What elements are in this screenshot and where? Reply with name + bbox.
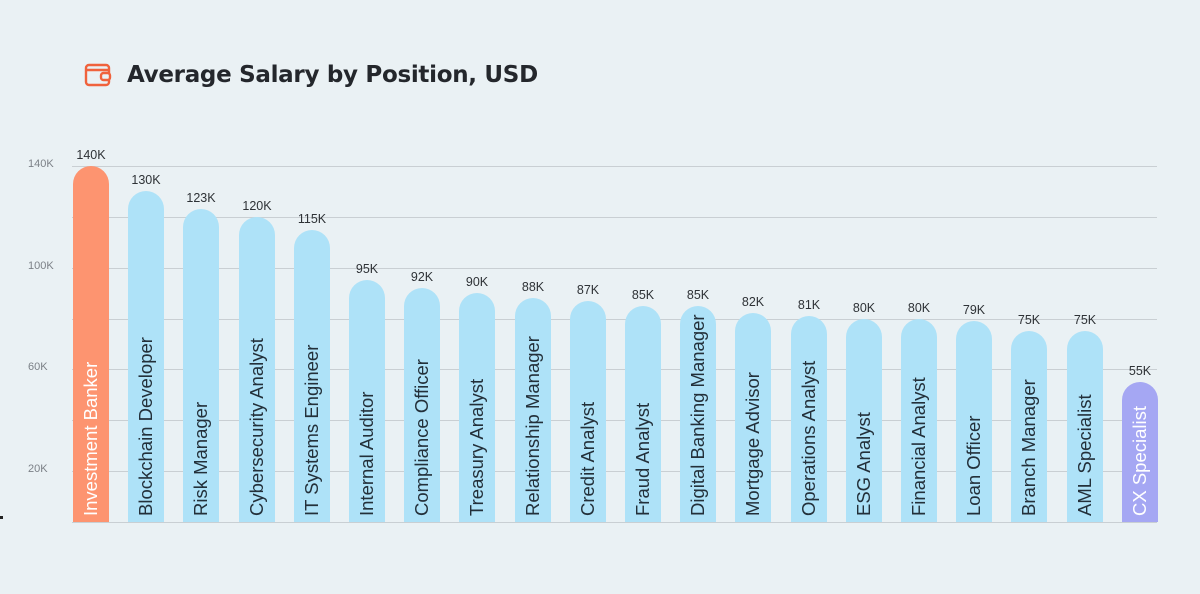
bar[interactable]: Loan Officer [956,321,992,522]
gridline [72,420,1157,421]
bar-category-label: Investment Banker [80,361,101,516]
gridline [72,166,1157,167]
stray-marker [0,516,3,519]
bar[interactable]: Mortgage Advisor [735,313,771,522]
bar[interactable]: Investment Banker [73,166,109,522]
bar[interactable]: Risk Manager [183,209,219,522]
bar-category-label: Relationship Manager [522,336,543,516]
bar-value-label: 75K [1073,313,1097,328]
bar-value-label: 87K [576,282,600,297]
bar-value-label: 92K [410,270,434,285]
bar-category-label: Credit Analyst [577,401,598,516]
bar-value-label: 81K [797,298,821,313]
bar[interactable]: Branch Manager [1011,331,1047,522]
chart-header: Average Salary by Position, USD [84,62,538,88]
bar-category-label: Risk Manager [190,401,211,516]
gridline [72,217,1157,218]
bar-value-label: 80K [852,300,876,315]
x-axis-baseline [72,522,1157,523]
bar[interactable]: ESG Analyst [846,318,882,522]
bar[interactable]: Blockchain Developer [128,191,164,522]
bar-category-label: Digital Banking Manager [687,314,708,516]
bar-value-label: 85K [631,287,655,302]
bar-value-label: 123K [186,191,216,206]
bar-category-label: Mortgage Advisor [742,372,763,516]
bar-category-label: Cybersecurity Analyst [246,338,267,516]
bar-value-label: 79K [962,303,986,318]
bar-category-label: Compliance Officer [411,359,432,516]
bar-category-label: Financial Analyst [908,377,929,516]
bar[interactable]: Fraud Analyst [625,305,661,522]
y-axis-tick-label: 100K [28,260,54,272]
bar-value-label: 82K [741,295,765,310]
y-axis-tick-label: 140K [28,158,54,170]
gridline [72,471,1157,472]
bar[interactable]: AML Specialist [1067,331,1103,522]
bar-category-label: Treasury Analyst [466,378,487,516]
bar-category-label: Internal Auditor [356,391,377,516]
bar-category-label: IT Systems Engineer [301,344,322,516]
bar[interactable]: CX Specialist [1122,382,1158,522]
bar-value-label: 130K [131,173,161,188]
bar-value-label: 140K [76,148,106,162]
bar[interactable]: Operations Analyst [791,316,827,522]
bar[interactable]: Relationship Manager [515,298,551,522]
bar-category-label: Loan Officer [963,415,984,516]
bar-value-label: 75K [1017,313,1041,328]
bar-value-label: 85K [686,287,710,302]
bar-value-label: 88K [521,280,545,295]
chart-title: Average Salary by Position, USD [127,62,538,88]
bar-category-label: Operations Analyst [798,360,819,516]
bar[interactable]: Treasury Analyst [459,293,495,522]
wallet-icon [84,63,112,87]
bar[interactable]: IT Systems Engineer [294,229,330,522]
bar[interactable]: Digital Banking Manager [680,305,716,522]
bar-category-label: Branch Manager [1018,379,1039,516]
gridline [72,369,1157,370]
y-axis-tick-label: 20K [28,463,48,475]
bar-value-label: 95K [355,262,379,277]
bar[interactable]: Compliance Officer [404,288,440,522]
bar[interactable]: Financial Analyst [901,318,937,522]
bar[interactable]: Cybersecurity Analyst [239,216,275,522]
bar-value-label: 80K [907,300,931,315]
bar-category-label: ESG Analyst [853,412,874,516]
bar-value-label: 120K [242,198,272,213]
gridline [72,268,1157,269]
bar-category-label: CX Specialist [1129,405,1150,516]
bar[interactable]: Credit Analyst [570,300,606,522]
gridline [72,319,1157,320]
bar-category-label: AML Specialist [1074,394,1095,516]
bar[interactable]: Internal Auditor [349,280,385,522]
bar-value-label: 90K [465,275,489,290]
bar-category-label: Blockchain Developer [135,337,156,516]
bar-value-label: 55K [1128,364,1152,379]
bar-value-label: 115K [297,211,327,226]
y-axis-tick-label: 60K [28,361,48,373]
bar-category-label: Fraud Analyst [632,402,653,516]
